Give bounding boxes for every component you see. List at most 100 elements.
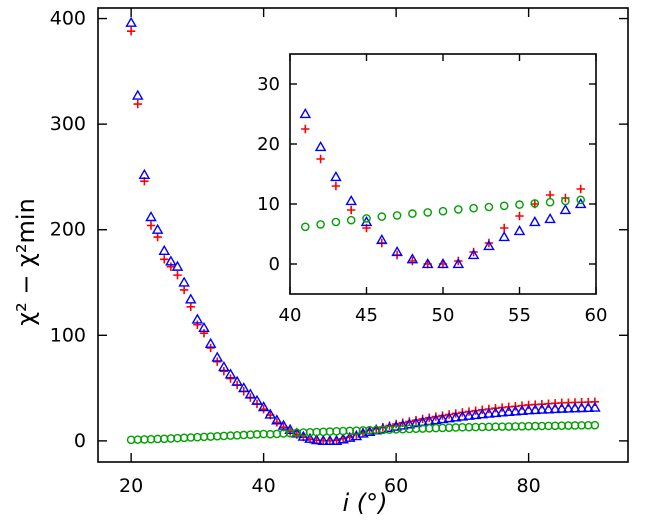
data-point-triangle	[158, 244, 171, 255]
data-point-circle	[362, 214, 371, 223]
data-point-triangle	[218, 360, 230, 372]
data-point-triangle	[151, 223, 164, 234]
data-point-triangle	[544, 212, 556, 224]
data-point-triangle	[569, 402, 581, 413]
data-point-plus	[160, 255, 169, 264]
data-point-circle	[408, 209, 417, 218]
data-point-circle	[331, 217, 341, 227]
data-point-plus	[515, 211, 524, 221]
data-point-triangle	[483, 407, 495, 418]
data-point-triangle	[549, 402, 561, 414]
data-point-triangle	[559, 203, 572, 215]
data-point-triangle	[522, 404, 535, 415]
main-x-tick-label: 60	[384, 475, 408, 497]
data-point-triangle	[430, 414, 442, 425]
data-point-triangle	[516, 404, 528, 415]
data-point-plus	[408, 256, 417, 266]
data-point-triangle	[330, 434, 343, 446]
data-point-triangle	[467, 248, 480, 260]
data-point-triangle	[456, 410, 469, 421]
inset-frame	[289, 53, 597, 295]
inset-x-tick-label: 45	[355, 305, 378, 326]
data-point-plus	[226, 374, 235, 383]
data-point-triangle	[509, 405, 522, 416]
data-point-triangle	[403, 418, 416, 429]
data-point-triangle	[575, 402, 588, 413]
data-point-triangle	[452, 257, 465, 269]
data-point-plus	[206, 343, 215, 353]
data-point-triangle	[231, 375, 243, 386]
data-point-triangle	[421, 257, 434, 269]
data-point-triangle	[237, 382, 250, 393]
inset-y-tick-label: 10	[257, 194, 280, 215]
data-point-circle	[576, 195, 586, 205]
data-point-triangle	[463, 409, 475, 420]
main-y-tick-label: 200	[50, 219, 86, 241]
data-point-triangle	[310, 434, 323, 445]
data-point-triangle	[562, 402, 575, 413]
data-point-triangle	[277, 419, 290, 430]
data-point-triangle	[437, 257, 449, 269]
data-point-triangle	[264, 408, 277, 419]
y-axis-label: χ² − χ²min	[12, 198, 40, 326]
inset-plot: 40 45 50 55 60 0 10 20 30	[257, 53, 608, 326]
inset-x-tick-label: 50	[432, 305, 455, 326]
data-point-triangle	[244, 388, 257, 399]
data-point-plus	[199, 328, 209, 338]
data-point-triangle	[314, 140, 327, 152]
data-point-triangle	[589, 401, 601, 412]
data-point-plus	[213, 357, 222, 366]
main-x-tick-label: 80	[517, 475, 541, 497]
data-point-plus	[173, 270, 182, 280]
data-point-plus	[126, 27, 136, 36]
data-point-triangle	[178, 276, 190, 287]
data-point-triangle	[502, 405, 515, 416]
data-point-circle	[300, 222, 310, 232]
data-point-triangle	[211, 351, 224, 362]
data-point-circle	[545, 197, 555, 207]
data-point-plus	[219, 367, 229, 376]
data-point-circle	[316, 220, 325, 229]
data-point-triangle	[251, 394, 263, 405]
data-point-plus	[272, 418, 282, 427]
inset-y-tick-label: 20	[257, 134, 280, 155]
data-point-triangle	[489, 406, 502, 418]
data-point-triangle	[496, 406, 508, 417]
inset-x-tick-label: 60	[585, 305, 608, 326]
data-point-triangle	[345, 194, 358, 206]
data-point-plus	[301, 124, 310, 134]
data-point-circle	[377, 212, 387, 221]
data-point-triangle	[171, 260, 184, 271]
data-point-triangle	[337, 433, 349, 444]
data-point-triangle	[406, 253, 419, 264]
data-point-plus	[146, 221, 156, 230]
data-point-circle	[346, 215, 356, 225]
data-point-triangle	[377, 423, 389, 434]
data-point-triangle	[198, 321, 210, 333]
data-point-triangle	[299, 107, 312, 119]
data-point-triangle	[469, 409, 482, 420]
main-x-tick-label: 40	[252, 475, 276, 497]
data-point-triangle	[224, 368, 237, 379]
data-point-triangle	[131, 89, 144, 100]
data-point-triangle	[542, 403, 555, 414]
data-point-circle	[392, 211, 402, 220]
data-point-triangle	[125, 16, 137, 27]
data-point-circle	[484, 202, 494, 212]
inset-y-tick-label: 30	[257, 74, 280, 95]
data-point-plus	[153, 232, 162, 242]
data-point-plus	[166, 262, 176, 271]
main-x-tick-label: 20	[119, 475, 143, 497]
data-point-circle	[499, 201, 509, 211]
data-point-triangle	[271, 414, 283, 425]
data-point-triangle	[324, 434, 336, 446]
data-point-triangle	[257, 401, 270, 412]
data-point-triangle	[513, 224, 526, 236]
data-point-circle	[515, 200, 524, 209]
data-point-plus	[347, 205, 356, 215]
inset-series-circle	[300, 195, 586, 232]
data-point-triangle	[483, 239, 495, 251]
data-point-triangle	[284, 423, 296, 434]
data-point-triangle	[204, 337, 217, 348]
data-point-triangle	[443, 412, 455, 423]
